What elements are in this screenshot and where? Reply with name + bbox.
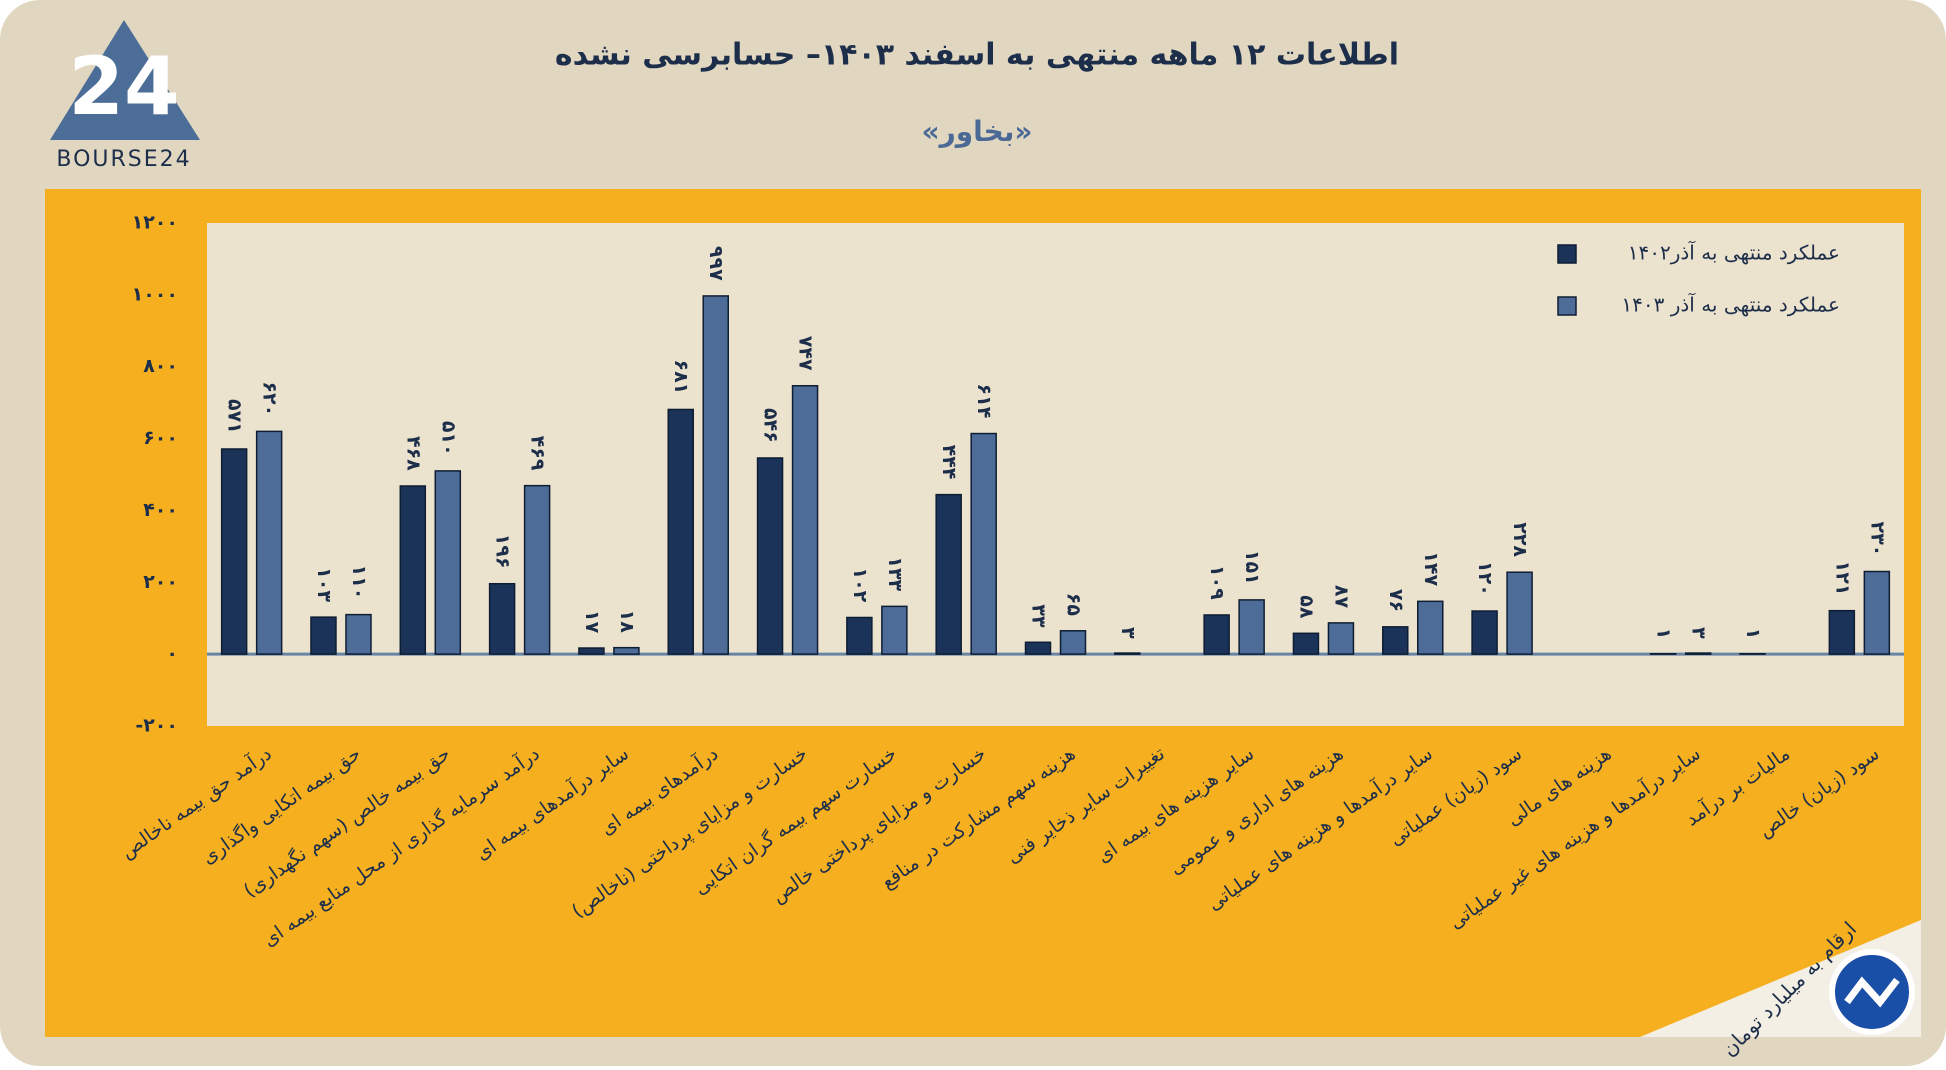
bar — [936, 495, 961, 655]
y-tick-label: ۴۰۰ — [143, 499, 178, 521]
y-tick-label: ۶۰۰ — [143, 427, 178, 449]
data-label: ۸۷ — [1330, 585, 1352, 609]
bar — [668, 409, 693, 654]
bar — [882, 606, 907, 654]
bar — [614, 648, 639, 654]
data-label: ۱۲۱ — [1831, 561, 1853, 596]
bar — [1686, 653, 1711, 654]
data-label: ۶۱۴ — [973, 384, 995, 419]
data-label: ۱۰۹ — [1206, 565, 1228, 600]
bar — [1328, 623, 1353, 654]
data-label: ۹۹۷ — [705, 246, 727, 281]
data-label: ۱۳۳ — [884, 556, 906, 591]
bar — [525, 486, 550, 655]
bar — [1239, 600, 1264, 654]
bar — [222, 449, 247, 654]
data-label: ۱۰۲ — [849, 567, 871, 602]
y-tick-label: ۰ — [166, 643, 178, 665]
bar — [400, 486, 425, 654]
data-label: ۷۶ — [1385, 589, 1407, 612]
legend-label: عملکرد منتهی به آذر۱۴۰۲ — [1628, 240, 1840, 265]
bar — [490, 584, 515, 654]
data-label: ۵۸ — [1295, 595, 1317, 619]
bar — [311, 617, 336, 654]
data-label: ۱۵۱ — [1241, 550, 1263, 585]
data-label: ۱۰۳ — [313, 567, 335, 602]
data-label: ۱۱۰ — [348, 565, 370, 600]
data-label: ۶۵ — [1063, 593, 1085, 617]
data-label: ۱۲۰ — [1474, 561, 1496, 596]
data-label: ۴۶۹ — [527, 436, 549, 471]
data-label: ۱۷ — [581, 610, 603, 634]
bar — [435, 471, 460, 654]
data-label: ۵۷۱ — [224, 399, 246, 434]
bar — [1061, 631, 1086, 654]
bar — [793, 386, 818, 654]
bar — [1115, 653, 1140, 654]
data-label: ۱۴۷ — [1420, 551, 1442, 586]
y-tick-label: ۱۰۰۰ — [132, 283, 178, 305]
data-label: ۱۸ — [616, 610, 638, 634]
data-label: ۷۴۷ — [795, 336, 817, 371]
bar — [1864, 572, 1889, 655]
y-tick-label: ۱۲۰۰ — [132, 212, 178, 234]
data-label: ۳ — [1688, 627, 1710, 639]
data-label: ۵۱۰ — [437, 421, 459, 456]
data-label: ۶۸۱ — [670, 359, 692, 394]
bar — [1418, 601, 1443, 654]
bar — [346, 615, 371, 655]
bar — [847, 617, 872, 654]
bar — [703, 296, 728, 654]
bar — [257, 431, 282, 654]
legend-label: عملکرد منتهی به آذر ۱۴۰۳ — [1621, 292, 1840, 317]
bar — [1204, 615, 1229, 654]
y-tick-label: ۲۰۰ — [143, 571, 178, 593]
bar — [1507, 572, 1532, 654]
data-label: ۱ — [1742, 628, 1764, 640]
bar — [1293, 633, 1318, 654]
bar — [758, 458, 783, 654]
bar — [1472, 611, 1497, 654]
data-label: ۶۲۰ — [259, 381, 281, 416]
data-label: ۴۶۸ — [402, 436, 424, 471]
data-label: ۵۴۶ — [760, 408, 782, 443]
bar — [1026, 642, 1051, 654]
legend-swatch — [1558, 297, 1576, 315]
bar — [971, 434, 996, 655]
data-label: ۲۲۸ — [1509, 522, 1531, 557]
chart-subtitle: «بخاور» — [922, 115, 1033, 148]
data-label: ۱ — [1653, 628, 1675, 640]
chart-title: اطلاعات ۱۲ ماهه منتهی به اسفند ۱۴۰۳– حسا… — [555, 38, 1399, 73]
legend-swatch — [1558, 245, 1576, 263]
data-label: ۳ — [1117, 627, 1139, 639]
data-label: ۲۳۰ — [1866, 522, 1888, 557]
logo-mark: 24 — [68, 40, 179, 133]
data-label: ۱۹۶ — [492, 534, 514, 569]
data-label: ۴۴۴ — [938, 445, 960, 480]
y-tick-label: -۲۰۰ — [135, 715, 178, 737]
logo-text: BOURSE24 — [56, 147, 191, 172]
bar — [1829, 611, 1854, 654]
y-tick-label: ۸۰۰ — [143, 355, 178, 377]
data-label: ۳۳ — [1028, 604, 1050, 628]
bar — [579, 648, 604, 654]
bar — [1383, 627, 1408, 654]
